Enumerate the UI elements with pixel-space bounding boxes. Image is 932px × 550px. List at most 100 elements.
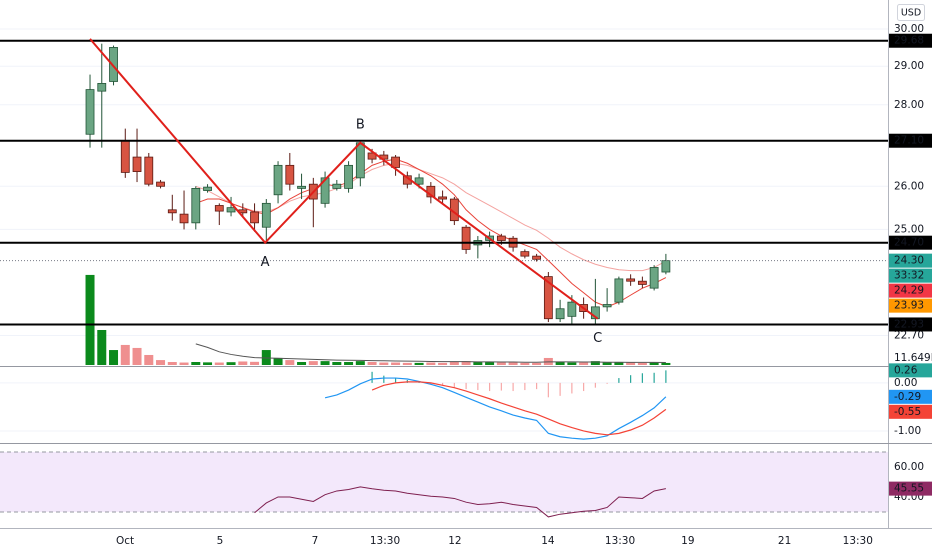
signal-line [371,381,667,436]
volume-bar [626,362,636,365]
volume-bar [438,362,448,365]
rsi-tag-label: 45.55 [894,483,924,495]
abc-pattern [89,38,599,320]
x-tick-label: 21 [778,535,791,547]
candle-body [261,202,271,228]
candle-body [179,213,189,224]
candle-body [191,188,201,224]
volume-bar [250,361,260,365]
level-tag [889,235,932,250]
volume-tag-label: 11.649K [894,352,932,364]
level-tag-label: 22.93 [894,318,924,330]
y-tick-label: 26.00 [894,180,924,192]
candle-body [214,205,224,212]
signal-tag [889,404,932,419]
pattern-point-label: B [356,117,365,132]
volume-bar [355,361,365,365]
x-tick-label: 13:30 [605,535,635,547]
candle-body [167,209,177,214]
level-tag [889,33,932,48]
candle-body [203,186,212,191]
volume-bar [449,362,459,365]
grid-layer [0,28,888,513]
candle-body [355,142,365,179]
candle-body [144,156,154,185]
volume-bar [179,362,189,365]
volume-bar [532,362,542,365]
volume-bar [85,274,95,365]
ma-tag-label: 23.93 [894,300,924,312]
volume-bar [485,362,495,365]
marks-layer [85,43,671,518]
overlay-layer: Oct 5 7 13:30 12 14 13:30 19 21 13:30 30.00 29.00 28… [0,23,932,547]
level-tag [889,133,932,148]
rsi-tag [889,481,932,496]
candle-body [109,47,118,82]
volume-bar [167,362,177,365]
y-tick-label: 29.00 [894,60,924,72]
candle-body [250,211,259,224]
volume-bar [649,362,659,365]
volume-bar [238,361,248,365]
volume-bar [602,362,612,365]
candle-body [626,278,636,282]
ma-tag-label: 24.29 [894,285,924,297]
volume-bar [590,361,600,365]
volume-bar [520,362,530,365]
moving-average-line [195,158,667,308]
candle-body [555,308,565,320]
x-tick-label: 13:30 [843,535,873,547]
candle-body [226,207,236,213]
volume-bar [226,362,236,365]
y-tick-label: 0.00 [894,377,917,389]
currency-button[interactable] [897,4,925,21]
volume-bar [97,329,107,365]
candle-body [97,83,107,92]
moving-average-line [195,162,667,272]
volume-bar [367,362,377,365]
pattern-point-label: A [261,255,270,270]
volume-bar [473,362,483,365]
currency-label[interactable]: USD [901,8,921,19]
level-tag-label: 27.10 [894,135,924,147]
candle-body [285,164,295,185]
volume-bar [120,344,130,365]
volume-bar [661,362,671,365]
volume-bar [508,362,518,365]
candle-body [320,177,330,204]
candle-body [156,181,165,187]
y-tick-label: 60.00 [894,461,924,473]
volume-bar [332,362,342,365]
rsi-band [0,451,888,512]
ma-tag [889,298,932,313]
histogram-tag [889,363,932,378]
x-tick-label: 12 [448,535,461,547]
candle-body [414,177,424,185]
y-tick-label: 25.00 [894,223,924,235]
volume-bar [203,362,213,365]
candle-body [438,196,447,200]
candle-body [391,156,400,168]
candle-body [297,185,306,189]
candle-body [461,226,471,250]
volume-bar [344,362,354,365]
last-price-tag-label: 24.30 [894,255,924,267]
volume-bar [308,361,318,365]
volume-bar [567,362,577,365]
volume-bar [109,350,119,365]
volume-bar [637,362,647,365]
candle-body [520,251,530,257]
macd-tag-label: -0.29 [894,391,921,403]
volume-bar [273,357,283,365]
last-price-tag [889,253,932,268]
candle-body [543,276,553,320]
level-tag-label: 29.68 [894,35,924,47]
countdown-tag [889,268,932,283]
candle-body [344,164,353,189]
x-tick-label: 19 [681,535,694,547]
candle-body [132,156,142,172]
volume-bar [156,360,166,365]
candle-body [367,152,377,160]
candle-body [85,89,95,135]
candle-body [496,235,506,241]
